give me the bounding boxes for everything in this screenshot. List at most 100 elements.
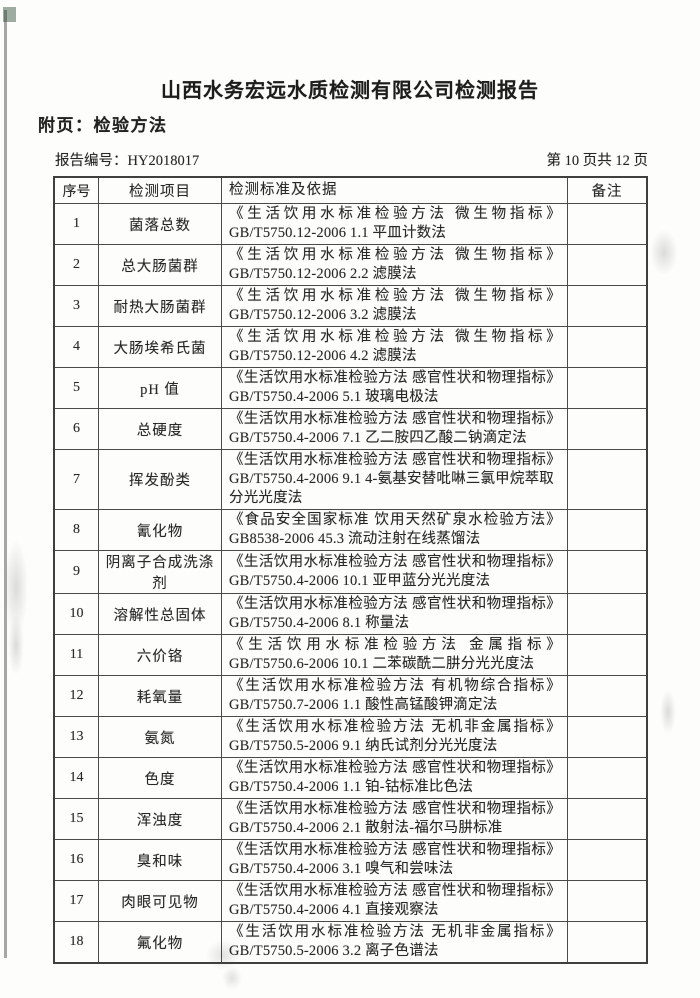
standard-cell: 《生活饮用水标准检验方法 有机物综合指标》 GB/T5750.7-2006 1.… (222, 676, 568, 716)
standard-title-line: 《生活饮用水标准检验方法 微生物指标》 (229, 206, 561, 222)
table-row: 1 菌落总数 《生活饮用水标准检验方法 微生物指标》 GB/T5750.12-2… (55, 204, 646, 245)
note-cell (568, 922, 646, 962)
note-cell (568, 450, 646, 509)
test-item-cell: 氨氮 (99, 717, 222, 757)
row-number-cell: 11 (55, 635, 99, 675)
row-number-cell: 10 (55, 594, 99, 634)
row-number-cell: 13 (55, 717, 99, 757)
scan-smudge (650, 230, 678, 275)
standard-cell: 《生活饮用水标准检验方法 感官性状和物理指标》 GB/T5750.4-2006 … (222, 551, 568, 593)
standard-title-line: 《生活饮用水标准检验方法 无机非金属指标》 (229, 924, 561, 940)
note-cell (568, 510, 646, 550)
standard-title-line: 《生活饮用水标准检验方法 微生物指标》 (229, 247, 561, 263)
test-item-cell: 氰化物 (99, 510, 222, 550)
header-cell-standard: 检测标准及依据 (222, 178, 568, 203)
standard-method-line: GB/T5750.12-2006 1.1 平皿计数法 (229, 225, 447, 241)
standard-title-line: 《生活饮用水标准检验方法 微生物指标》 (229, 288, 561, 304)
header-cell-note: 备注 (591, 184, 623, 200)
standard-cell: 《生活饮用水标准检验方法 微生物指标》 GB/T5750.12-2006 3.2… (222, 286, 568, 326)
table-row: 5 pH 值 《生活饮用水标准检验方法 感官性状和物理指标》 GB/T5750.… (55, 368, 646, 409)
standard-title-line: 《生活饮用水标准检验方法 感官性状和物理指标》 (229, 370, 561, 386)
standard-method-line: GB/T5750.4-2006 1.1 铂-钴标准比色法 (229, 779, 474, 795)
table-row: 12 耗氧量 《生活饮用水标准检验方法 有机物综合指标》 GB/T5750.7-… (55, 676, 646, 717)
standard-title-line: 《生活饮用水标准检验方法 感官性状和物理指标》 (229, 883, 561, 899)
header-cell-no: 序号 (55, 178, 99, 203)
standard-title-line: 《生活饮用水标准检验方法 感官性状和物理指标》 (229, 554, 561, 570)
row-number-cell: 9 (55, 551, 99, 593)
row-number-cell: 7 (55, 450, 99, 509)
row-number-cell: 15 (55, 799, 99, 839)
standard-method-line: GB/T5750.4-2006 5.1 玻璃电极法 (229, 389, 439, 405)
scan-corner-mark (3, 7, 16, 22)
standard-cell: 《生活饮用水标准检验方法 无机非金属指标》 GB/T5750.5-2006 9.… (222, 717, 568, 757)
note-cell (568, 594, 646, 634)
note-cell (568, 717, 646, 757)
table-row: 10 溶解性总固体 《生活饮用水标准检验方法 感官性状和物理指标》 GB/T57… (55, 594, 646, 635)
standard-method-line: GB/T5750.4-2006 9.1 4-氨基安替吡啉三氯甲烷萃取分光光度法 (229, 471, 554, 506)
table-row: 16 臭和味 《生活饮用水标准检验方法 感官性状和物理指标》 GB/T5750.… (55, 840, 646, 881)
test-item-cell: 总硬度 (99, 409, 222, 449)
table-row: 11 六价铬 《生活饮用水标准检验方法 金属指标》 GB/T5750.6-200… (55, 635, 646, 676)
note-cell (568, 204, 646, 244)
table-row: 4 大肠埃希氏菌 《生活饮用水标准检验方法 微生物指标》 GB/T5750.12… (55, 327, 646, 368)
appendix-label: 附页：检验方法 (38, 116, 168, 135)
table-row: 18 氟化物 《生活饮用水标准检验方法 无机非金属指标》 GB/T5750.5-… (55, 922, 646, 962)
standard-title-line: 《生活饮用水标准检验方法 微生物指标》 (229, 329, 561, 345)
test-item-cell: 耐热大肠菌群 (99, 286, 222, 326)
scan-smudge (660, 690, 676, 734)
note-cell (568, 551, 646, 593)
row-number-cell: 8 (55, 510, 99, 550)
test-item-cell: 色度 (99, 758, 222, 798)
standard-cell: 《生活饮用水标准检验方法 感官性状和物理指标》 GB/T5750.4-2006 … (222, 840, 568, 880)
standard-title-line: 《生活饮用水标准检验方法 感官性状和物理指标》 (229, 760, 561, 776)
row-number-cell: 3 (55, 286, 99, 326)
scan-smudge (4, 540, 28, 635)
note-cell (568, 409, 646, 449)
scan-smudge (222, 966, 242, 990)
row-number-cell: 6 (55, 409, 99, 449)
test-item-cell: 肉眼可见物 (99, 881, 222, 921)
test-item-cell: 阴离子合成洗涤剂 (99, 551, 222, 593)
row-number-cell: 16 (55, 840, 99, 880)
standard-title-line: 《生活饮用水标准检验方法 感官性状和物理指标》 (229, 842, 561, 858)
standard-cell: 《生活饮用水标准检验方法 感官性状和物理指标》 GB/T5750.4-2006 … (222, 758, 568, 798)
standard-cell: 《生活饮用水标准检验方法 微生物指标》 GB/T5750.12-2006 2.2… (222, 245, 568, 285)
standard-title-line: 《生活饮用水标准检验方法 感官性状和物理指标》 (229, 452, 561, 468)
report-number: 报告编号：HY2018017 (55, 149, 199, 170)
standard-method-line: GB/T5750.12-2006 4.2 滤膜法 (229, 348, 417, 364)
note-cell (568, 881, 646, 921)
row-number-cell: 4 (55, 327, 99, 367)
standard-title-line: 《生活饮用水标准检验方法 感官性状和物理指标》 (229, 801, 561, 817)
standard-cell: 《生活饮用水标准检验方法 微生物指标》 GB/T5750.12-2006 1.1… (222, 204, 568, 244)
row-number-cell: 14 (55, 758, 99, 798)
report-title: 山西水务宏远水质检测有限公司检测报告 (161, 80, 539, 102)
standard-method-line: GB/T5750.4-2006 8.1 称量法 (229, 615, 410, 631)
standard-cell: 《生活饮用水标准检验方法 无机非金属指标》 GB/T5750.5-2006 3.… (222, 922, 568, 962)
standard-method-line: GB/T5750.12-2006 2.2 滤膜法 (229, 266, 417, 282)
standard-cell: 《生活饮用水标准检验方法 感官性状和物理指标》 GB/T5750.4-2006 … (222, 799, 568, 839)
standard-method-line: GB/T5750.4-2006 10.1 亚甲蓝分光光度法 (229, 573, 491, 589)
test-item-cell: 总大肠菌群 (99, 245, 222, 285)
header-cell-item: 检测项目 (99, 178, 222, 203)
standard-cell: 《生活饮用水标准检验方法 感官性状和物理指标》 GB/T5750.4-2006 … (222, 881, 568, 921)
report-number-value: HY2018017 (127, 153, 200, 169)
standard-cell: 《生活饮用水标准检验方法 微生物指标》 GB/T5750.12-2006 4.2… (222, 327, 568, 367)
test-item-cell: 菌落总数 (99, 204, 222, 244)
standard-method-line: GB/T5750.4-2006 4.1 直接观察法 (229, 902, 439, 918)
note-cell (568, 840, 646, 880)
standard-cell: 《生活饮用水标准检验方法 感官性状和物理指标》 GB/T5750.4-2006 … (222, 450, 568, 509)
test-item-cell: pH 值 (99, 368, 222, 408)
table-row: 15 浑浊度 《生活饮用水标准检验方法 感官性状和物理指标》 GB/T5750.… (55, 799, 646, 840)
test-item-cell: 六价铬 (99, 635, 222, 675)
row-number-cell: 2 (55, 245, 99, 285)
row-number-cell: 12 (55, 676, 99, 716)
page-indicator: 第 10 页共 12 页 (546, 153, 649, 169)
test-item-cell: 浑浊度 (99, 799, 222, 839)
table-row: 9 阴离子合成洗涤剂 《生活饮用水标准检验方法 感官性状和物理指标》 GB/T5… (55, 551, 646, 594)
row-number-cell: 18 (55, 922, 99, 962)
standard-title-line: 《食品安全国家标准 饮用天然矿泉水检验方法》 (229, 512, 561, 528)
scan-smudge (8, 615, 24, 675)
standard-method-line: GB/T5750.12-2006 3.2 滤膜法 (229, 307, 417, 323)
table-row: 14 色度 《生活饮用水标准检验方法 感官性状和物理指标》 GB/T5750.4… (55, 758, 646, 799)
